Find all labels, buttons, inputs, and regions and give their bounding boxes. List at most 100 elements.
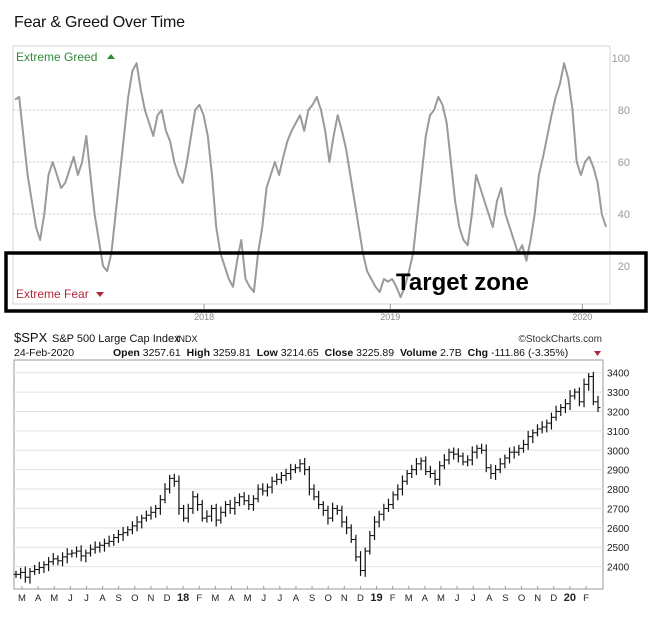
index-name: S&P 500 Large Cap Index: [52, 333, 180, 345]
exchange-label: INDX: [176, 334, 198, 344]
x-tick-label: 20: [564, 592, 576, 604]
price-bar: [507, 447, 513, 464]
price-bar: [493, 464, 499, 480]
price-bar: [558, 404, 564, 416]
price-bar: [437, 461, 443, 486]
price-bar: [204, 510, 210, 523]
price-bar: [441, 454, 447, 470]
price-bar: [576, 387, 582, 407]
low-label: Low: [257, 347, 279, 359]
x-tick-label: N: [534, 593, 541, 604]
price-bar: [46, 557, 52, 572]
price-bar: [348, 524, 354, 543]
price-bar: [185, 503, 191, 523]
price-bar: [241, 492, 247, 506]
x-tick-label: 2019: [380, 312, 400, 322]
spx-price-panel: 2400 2500 2600 2700 2800 2900 3000 3100 3200 3300…: [13, 359, 630, 604]
volume-value: 2.7B: [440, 347, 462, 359]
price-bar: [218, 506, 224, 524]
price-bar: [195, 493, 201, 511]
price-bar: [413, 458, 419, 476]
price-bar: [483, 444, 489, 473]
price-bar: [474, 444, 480, 459]
price-bar: [283, 468, 289, 481]
x-tick-label: 18: [177, 592, 189, 604]
price-bar: [567, 390, 573, 411]
x-tick-label: O: [518, 593, 525, 604]
price-bar: [390, 491, 396, 510]
price-bar: [497, 458, 503, 474]
x-tick-label: J: [68, 593, 73, 604]
price-bar: [455, 448, 461, 463]
price-bar: [362, 547, 368, 577]
price-bar: [544, 419, 550, 433]
price-bar: [344, 516, 350, 535]
price-bar: [246, 494, 252, 510]
x-tick-label: N: [147, 593, 154, 604]
price-bar: [181, 504, 187, 522]
price-bar: [101, 538, 107, 552]
price-bar: [190, 490, 196, 514]
price-bar: [316, 490, 322, 510]
x-tick-label: M: [18, 593, 26, 604]
symbol-label: $SPX: [14, 330, 48, 345]
price-bar: [278, 471, 284, 484]
x-tick-label: J: [455, 593, 460, 604]
high-value: 3259.81: [213, 347, 251, 359]
price-bar: [13, 570, 19, 578]
price-bar: [562, 399, 568, 414]
price-bar: [460, 452, 466, 466]
price-bar: [320, 501, 326, 516]
close-label: Close: [325, 347, 354, 359]
target-zone-label: Target zone: [396, 269, 529, 296]
price-bar: [297, 459, 303, 473]
price-bar: [255, 484, 261, 503]
price-bar: [306, 466, 312, 496]
price-bar: [399, 475, 405, 496]
x-tick-label: F: [390, 593, 396, 604]
y-tick-label: 2700: [607, 504, 630, 515]
price-bar: [69, 549, 75, 558]
price-bar: [469, 446, 475, 466]
price-bar: [446, 448, 452, 465]
price-bar: [213, 503, 219, 527]
price-bar: [334, 504, 340, 515]
y-tick-label: 60: [618, 157, 630, 169]
price-bar: [260, 483, 266, 496]
price-bar: [120, 526, 126, 542]
y-tick-label: 20: [618, 261, 630, 273]
x-tick-label: O: [131, 593, 138, 604]
extreme-fear-label: Extreme Fear: [16, 287, 89, 301]
y-tick-label: 2500: [607, 543, 630, 554]
x-tick-label: M: [244, 593, 252, 604]
price-bar: [432, 470, 438, 485]
x-tick-label: S: [309, 593, 315, 604]
open-label: Open: [113, 347, 140, 359]
x-tick-label: M: [437, 593, 445, 604]
triangle-up-icon: [107, 54, 115, 59]
price-bar: [143, 510, 149, 522]
price-bar: [572, 388, 578, 400]
high-label: High: [187, 347, 210, 359]
x-tick-label: N: [341, 593, 348, 604]
price-bar: [548, 412, 554, 430]
chart-title: Fear & Greed Over Time: [14, 14, 185, 31]
chg-label: Chg: [468, 347, 488, 359]
chg-value: -111.86 (-3.35%): [491, 347, 568, 359]
price-bar: [525, 430, 531, 450]
x-tick-label: S: [116, 593, 122, 604]
price-bar: [409, 464, 415, 478]
price-bar: [358, 551, 364, 576]
open-value: 3257.61: [143, 347, 181, 359]
price-bar: [488, 464, 494, 479]
y-tick-label: 100: [612, 53, 630, 65]
y-tick-label: 3300: [607, 388, 630, 399]
price-bar: [395, 484, 401, 501]
price-bar: [22, 566, 28, 583]
extreme-greed-label: Extreme Greed: [16, 50, 97, 64]
x-tick-label: A: [422, 593, 429, 604]
price-bar: [64, 548, 70, 564]
price-bar: [209, 504, 215, 522]
price-bar: [502, 454, 508, 469]
price-bar: [87, 544, 93, 557]
